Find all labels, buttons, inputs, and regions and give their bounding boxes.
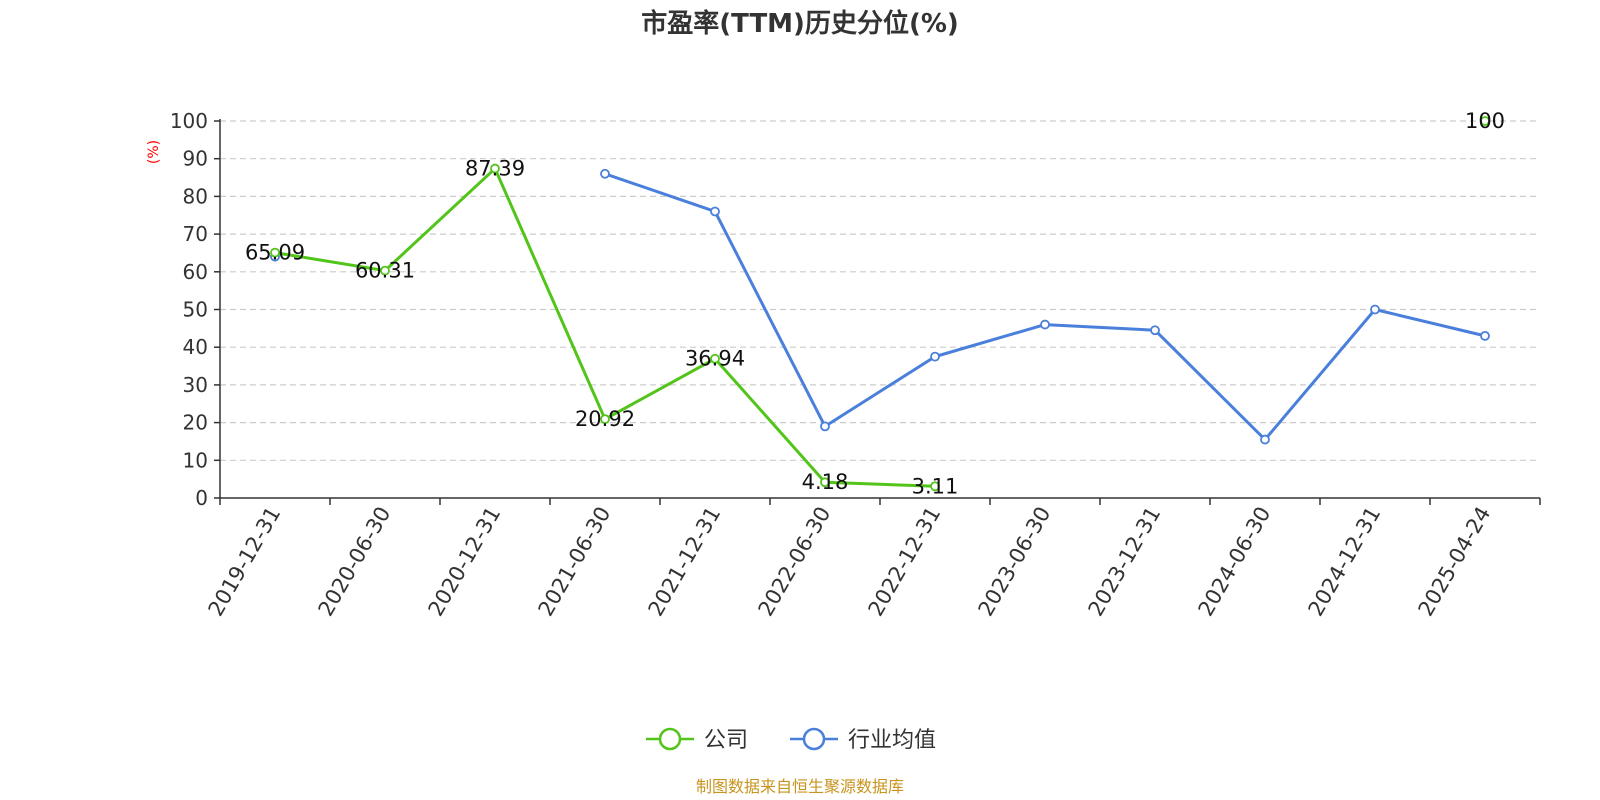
point-industry-2022-06-30 bbox=[820, 421, 830, 432]
x-tick-label-2023-12-31: 2023-12-31 bbox=[1084, 503, 1166, 621]
series-line-company-0 bbox=[274, 167, 936, 488]
point-company-2019-12-31 bbox=[270, 247, 280, 258]
x-tick-label-2023-06-30: 2023-06-30 bbox=[974, 503, 1056, 621]
data-label-2022-12-31: 3.11 bbox=[912, 474, 959, 498]
point-industry-2024-06-30 bbox=[1260, 434, 1270, 445]
x-tick-label-2022-12-31: 2022-12-31 bbox=[864, 503, 946, 621]
series-line-industry-1 bbox=[604, 172, 1486, 442]
source-note: 制图数据来自恒生聚源数据库 bbox=[696, 777, 904, 796]
point-industry-2024-12-31 bbox=[1370, 304, 1380, 315]
x-tick-label-2020-12-31: 2020-12-31 bbox=[424, 503, 506, 621]
legend: 公司 行业均值 bbox=[646, 727, 936, 753]
y-tick-label-10: 10 bbox=[183, 448, 208, 472]
axes: 0 10 20 30 40 50 60 70 80 90 100 2019-12-31 2020-06-… bbox=[170, 109, 1541, 621]
y-tick-label-60: 60 bbox=[183, 260, 208, 284]
point-company-2020-12-31 bbox=[490, 163, 500, 174]
point-company-2021-06-30 bbox=[600, 414, 610, 425]
point-company-2020-06-30 bbox=[380, 265, 390, 276]
data-labels: 65.09 60.31 87.39 20.92 36.94 4.18 3.11 100 bbox=[245, 109, 1505, 498]
x-tick-label-2021-06-30: 2021-06-30 bbox=[534, 503, 616, 621]
legend-item-company[interactable]: 公司 bbox=[646, 727, 748, 753]
y-tick-label-0: 0 bbox=[195, 486, 208, 510]
grid-lines bbox=[220, 120, 1540, 461]
point-industry-2021-12-31 bbox=[710, 206, 720, 217]
point-industry-2023-12-31 bbox=[1150, 325, 1160, 336]
point-industry-2022-12-31 bbox=[930, 351, 940, 362]
point-company-2025-04-24 bbox=[1480, 116, 1490, 126]
legend-company-marker bbox=[658, 727, 682, 751]
legend-item-industry[interactable]: 行业均值 bbox=[790, 727, 936, 753]
series-company bbox=[270, 116, 1490, 492]
y-axis-label: (%) bbox=[146, 140, 162, 164]
point-industry-2021-06-30 bbox=[600, 168, 610, 179]
y-tick-label-50: 50 bbox=[183, 298, 208, 322]
y-tick-label-30: 30 bbox=[183, 373, 208, 397]
point-industry-2023-06-30 bbox=[1040, 319, 1050, 330]
legend-company-label: 公司 bbox=[704, 728, 748, 753]
data-label-2022-06-30: 4.18 bbox=[802, 470, 849, 494]
chart-title: 市盈率(TTM)历史分位(%) bbox=[641, 8, 959, 39]
y-tick-label-20: 20 bbox=[183, 411, 208, 435]
y-tick-label-70: 70 bbox=[183, 222, 208, 246]
data-label-2021-12-31: 36.94 bbox=[685, 347, 745, 371]
point-company-2021-12-31 bbox=[710, 353, 720, 364]
series-layer bbox=[270, 116, 1490, 492]
y-tick-label-100: 100 bbox=[170, 109, 208, 133]
series-industry bbox=[270, 168, 1490, 445]
x-tick-label-2024-12-31: 2024-12-31 bbox=[1304, 503, 1386, 621]
y-tick-label-80: 80 bbox=[183, 184, 208, 208]
x-tick-label-2025-04-24: 2025-04-24 bbox=[1414, 503, 1496, 621]
data-label-2025-04-24: 100 bbox=[1465, 109, 1505, 133]
x-tick-label-2019-12-31: 2019-12-31 bbox=[204, 503, 286, 621]
point-industry-2025-04-24 bbox=[1480, 330, 1490, 341]
x-tick-label-2020-06-30: 2020-06-30 bbox=[314, 503, 396, 621]
legend-industry-marker bbox=[802, 727, 826, 751]
data-label-2020-06-30: 60.31 bbox=[355, 259, 415, 283]
data-label-2020-12-31: 87.39 bbox=[465, 157, 525, 181]
data-label-2019-12-31: 65.09 bbox=[245, 241, 305, 265]
point-company-2022-06-30 bbox=[820, 477, 830, 488]
data-label-2021-06-30: 20.92 bbox=[575, 407, 635, 431]
legend-industry-label: 行业均值 bbox=[848, 728, 936, 753]
x-tick-label-2021-12-31: 2021-12-31 bbox=[644, 503, 726, 621]
x-tick-label-2022-06-30: 2022-06-30 bbox=[754, 503, 836, 621]
x-tick-label-2024-06-30: 2024-06-30 bbox=[1194, 503, 1276, 621]
point-company-2022-12-31 bbox=[930, 481, 940, 492]
y-tick-label-90: 90 bbox=[183, 147, 208, 171]
y-tick-label-40: 40 bbox=[183, 335, 208, 359]
